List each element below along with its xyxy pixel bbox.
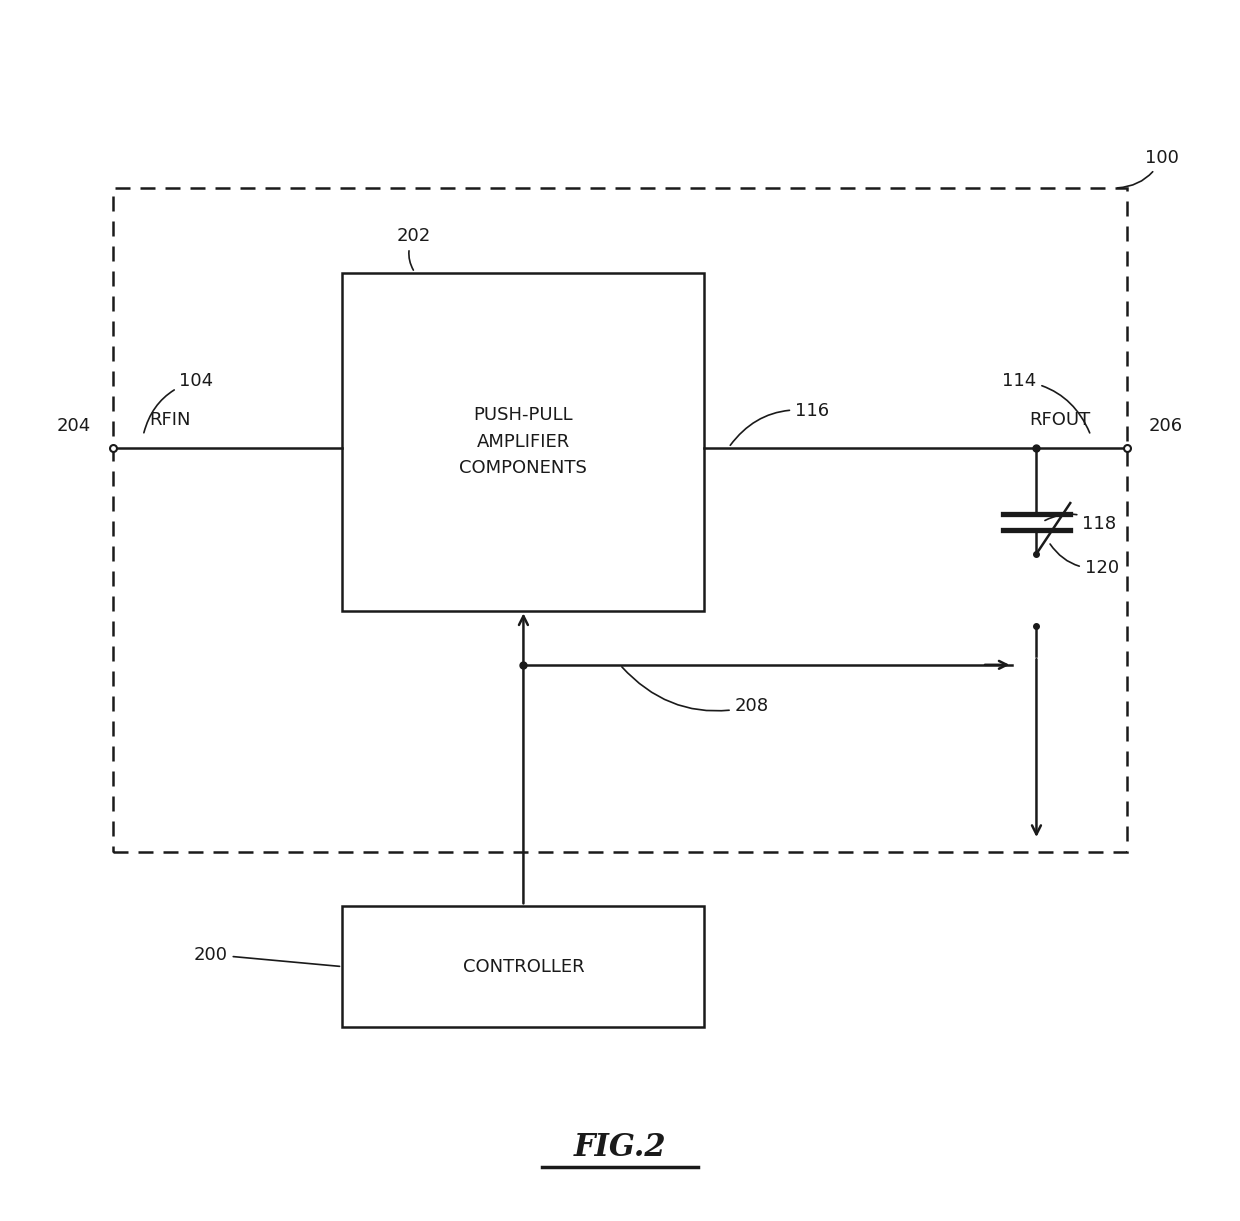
Text: 114: 114 <box>1002 371 1090 433</box>
Text: 206: 206 <box>1148 418 1183 436</box>
Text: 204: 204 <box>57 418 92 436</box>
Text: RFOUT: RFOUT <box>1029 411 1091 430</box>
Text: 118: 118 <box>1045 514 1116 532</box>
Text: 104: 104 <box>144 371 213 432</box>
Text: PUSH-PULL
AMPLIFIER
COMPONENTS: PUSH-PULL AMPLIFIER COMPONENTS <box>460 407 588 477</box>
Text: 202: 202 <box>397 227 432 270</box>
Text: CONTROLLER: CONTROLLER <box>463 957 584 976</box>
Text: 116: 116 <box>730 402 830 446</box>
Text: 200: 200 <box>193 945 340 966</box>
Text: 120: 120 <box>1050 545 1118 578</box>
Text: RFIN: RFIN <box>149 411 191 430</box>
Text: 100: 100 <box>1117 149 1179 188</box>
Text: FIG.2: FIG.2 <box>574 1132 666 1164</box>
Text: 208: 208 <box>621 667 769 716</box>
